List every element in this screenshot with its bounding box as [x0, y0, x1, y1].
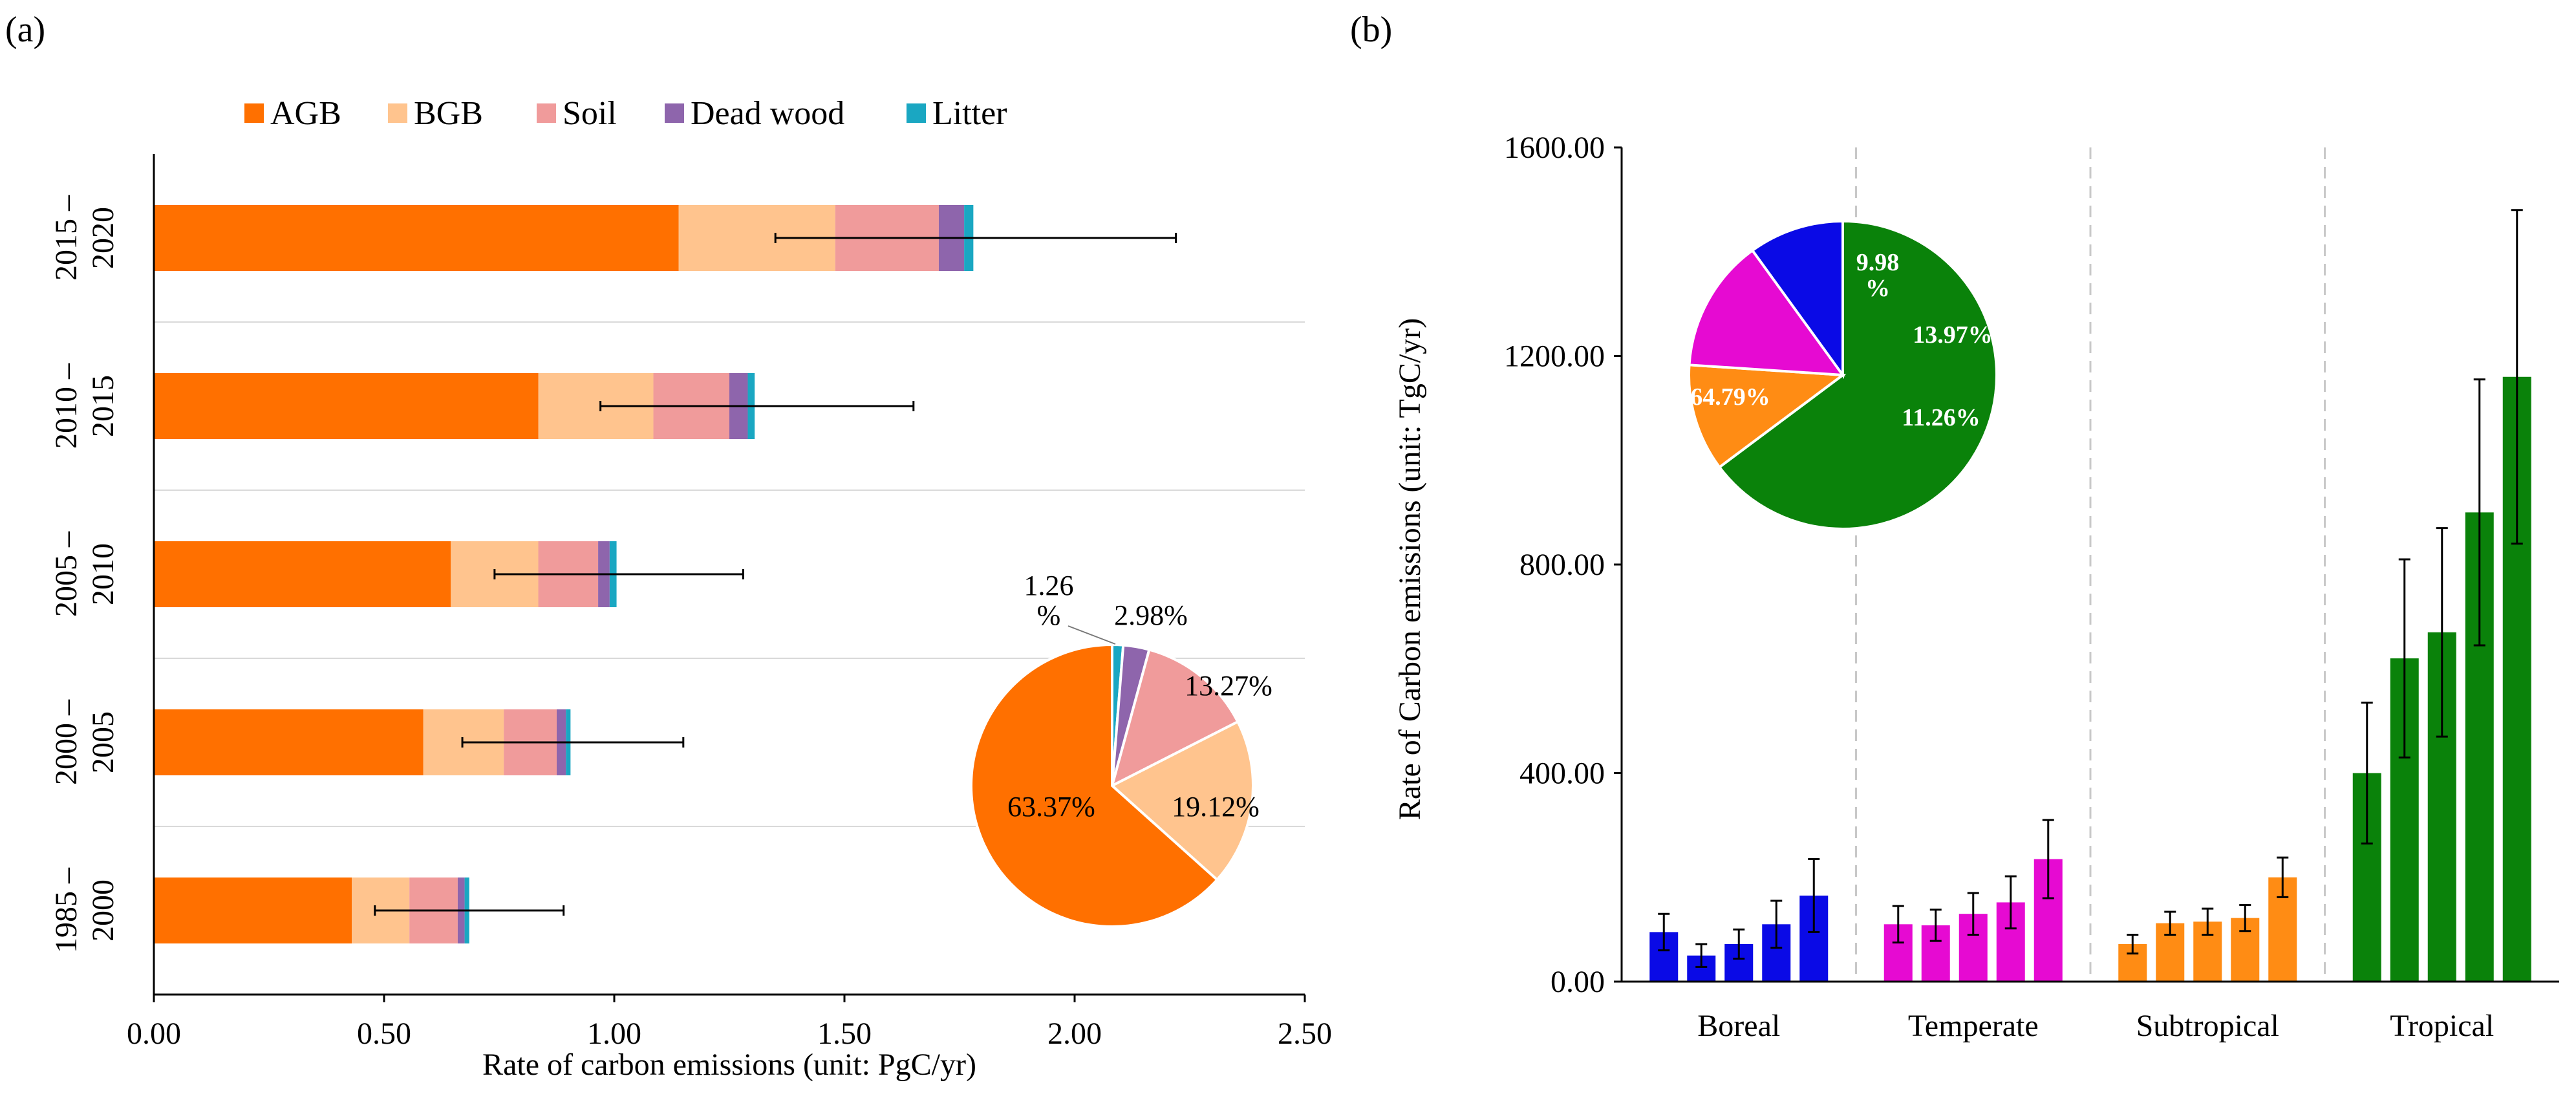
bar-2015-2020-agb: [154, 205, 679, 271]
panel-a-x-axis-title: Rate of carbon emissions (unit: PgC/yr): [482, 1048, 976, 1082]
pie-label-boreal: 9.98%: [1856, 249, 1900, 302]
x-tick-label: 1.50: [817, 1017, 872, 1051]
pie-slice-agb: [970, 643, 1219, 928]
legend-swatch-litter: [907, 103, 926, 123]
panel-b-inset-pie: 9.98 % 13.97% 11.26% 64.79%: [1688, 219, 1998, 530]
panel-b-y-axis-title: Rate of Carbon emissions (unit: TgC/yr): [1393, 318, 1427, 820]
group-label-temperate: Temperate: [1908, 1009, 2039, 1043]
category-label-line-start: 1985 –: [49, 867, 83, 953]
pie-label-subtropical: 11.26%: [1902, 404, 1980, 431]
panel-a: (a) AGB BGB Soil Dead wood Litter 0.00 0.50 1.…: [5, 10, 1332, 1082]
pie-label-line: %: [1865, 275, 1890, 302]
pie-slice-boreal: [1750, 219, 1844, 380]
panel-b: (b) 0.00 400.00 800.00 1200.00 1600.00 Borea…: [1350, 10, 2559, 1043]
pie-slice-bgb: [1110, 720, 1254, 882]
y-tick-label: 1600.00: [1504, 131, 1605, 165]
bar-2010-2015-agb: [154, 373, 539, 439]
pie-label-line: 9.98: [1856, 249, 1900, 276]
legend-swatch-agb: [244, 103, 264, 123]
legend-label-litter: Litter: [932, 95, 1007, 132]
category-label-line-end: 2015: [86, 375, 120, 437]
category-label-line-end: 2005: [86, 711, 120, 773]
x-tick-label: 2.00: [1047, 1017, 1102, 1051]
legend-swatch-bgb: [388, 103, 407, 123]
pie-label-soil: 13.27%: [1185, 670, 1272, 702]
panel-a-error-bars: [374, 233, 1177, 916]
legend-label-soil: Soil: [563, 95, 617, 132]
panel-a-label: (a): [5, 10, 45, 50]
pie-leader-line-litter: [1068, 625, 1116, 645]
pie-label-temperate: 13.97%: [1913, 321, 1993, 349]
category-label-1985-2000: 1985 –2000: [49, 867, 120, 953]
panel-b-group-labels: Boreal Temperate Subtropical Tropical: [1697, 1009, 2494, 1043]
pie-label-litter: 1.26%: [1024, 570, 1074, 631]
category-label-line-start: 2000 –: [49, 699, 83, 785]
panel-b-y-ticks: 0.00 400.00 800.00 1200.00 1600.00: [1504, 131, 1622, 999]
x-tick-label: 1.00: [587, 1017, 641, 1051]
category-label-line-start: 2015 –: [49, 195, 83, 281]
legend-label-dead-wood: Dead wood: [691, 95, 844, 132]
pie-label-tropical: 64.79%: [1690, 383, 1770, 411]
panel-a-x-ticks: 0.00 0.50 1.00 1.50 2.00 2.50: [127, 995, 1332, 1051]
panel-a-legend: AGB BGB Soil Dead wood Litter: [244, 95, 1007, 132]
panel-a-inset-pie: 63.37% 19.12% 13.27% 2.98% 1.26%: [970, 570, 1272, 928]
pie-label-bgb: 19.12%: [1172, 791, 1260, 823]
category-label-2005-2010: 2005 –2010: [49, 531, 120, 617]
legend-swatch-soil: [537, 103, 556, 123]
category-label-2015-2020: 2015 –2020: [49, 195, 120, 281]
y-tick-label: 400.00: [1519, 757, 1605, 791]
x-tick-label: 2.50: [1278, 1017, 1332, 1051]
pie-label-dead-wood: 2.98%: [1114, 599, 1188, 631]
legend-swatch-dead-wood: [665, 103, 684, 123]
y-tick-label: 800.00: [1519, 548, 1605, 582]
panel-a-axes: [153, 154, 1305, 996]
category-label-line-end: 2010: [86, 543, 120, 605]
x-tick-label: 0.00: [127, 1017, 181, 1051]
group-label-tropical: Tropical: [2390, 1009, 2494, 1043]
category-label-line-end: 2000: [86, 879, 120, 942]
legend-label-agb: AGB: [270, 95, 341, 132]
pie-slice-temperate: [1688, 248, 1846, 377]
category-label-line-start: 2005 –: [49, 531, 83, 617]
x-tick-label: 0.50: [357, 1017, 411, 1051]
category-label-line-start: 2010 –: [49, 363, 83, 449]
y-tick-label: 0.00: [1551, 965, 1605, 999]
bar-1985-2000-agb: [154, 878, 352, 943]
pie-slice-tropical: [1717, 219, 1998, 530]
pie-slice-subtropical: [1688, 363, 1847, 469]
pie-label-line: %: [1037, 599, 1061, 631]
group-label-subtropical: Subtropical: [2136, 1009, 2279, 1043]
y-tick-label: 1200.00: [1504, 339, 1605, 374]
category-label-2000-2005: 2000 –2005: [49, 699, 120, 785]
bar-2005-2010-agb: [154, 541, 451, 607]
pie-label-line: 1.26: [1024, 570, 1074, 601]
category-label-line-end: 2020: [86, 207, 120, 269]
legend-label-bgb: BGB: [414, 95, 483, 132]
category-label-2010-2015: 2010 –2015: [49, 363, 120, 449]
group-label-boreal: Boreal: [1697, 1009, 1780, 1043]
pie-label-agb: 63.37%: [1007, 791, 1095, 823]
bar-2000-2005-agb: [154, 709, 424, 775]
panel-b-error-bars: [1658, 209, 2523, 968]
panel-b-label: (b): [1350, 10, 1392, 50]
pie-slice-soil: [1110, 648, 1240, 788]
